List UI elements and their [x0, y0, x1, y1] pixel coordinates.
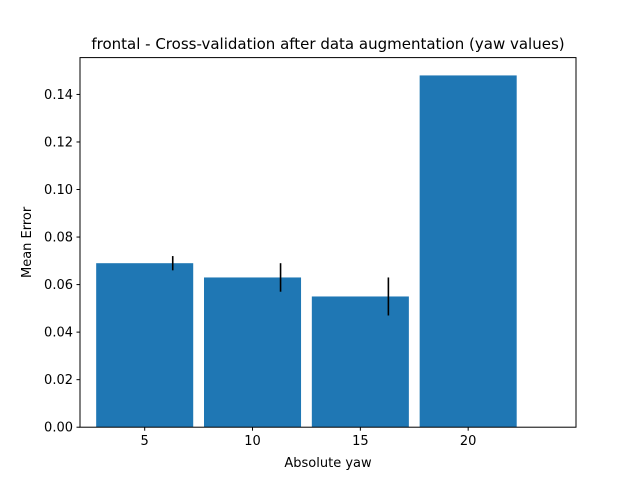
bar-3: [311, 296, 409, 428]
chart-title: frontal - Cross-validation after data au…: [91, 35, 564, 53]
y-tick-label: 0.14: [44, 88, 73, 103]
y-tick-label: 0.12: [44, 135, 73, 150]
y-tick-label: 0.00: [44, 421, 73, 436]
bar-1: [96, 263, 194, 428]
bar-4: [419, 75, 517, 428]
y-tick-label: 0.06: [44, 278, 73, 293]
y-tick-label: 0.08: [44, 231, 73, 246]
y-axis-ticks: 0.00 0.02 0.04 0.06 0.08 0.10 0.12 0.14: [44, 88, 80, 436]
x-tick-label: 10: [244, 434, 261, 449]
error-bars-group: [171, 256, 390, 316]
x-tick-label: 5: [141, 434, 149, 449]
y-axis-title: Mean Error: [20, 206, 35, 278]
x-axis-title: Absolute yaw: [284, 456, 372, 471]
x-axis-ticks: 5 10 15 20: [141, 427, 477, 449]
x-tick-label: 20: [460, 434, 477, 449]
bars-group: [96, 75, 517, 428]
x-tick-label: 15: [352, 434, 369, 449]
y-tick-label: 0.04: [44, 326, 73, 341]
y-tick-label: 0.02: [44, 373, 73, 388]
plot-area-frame: [79, 57, 577, 428]
y-tick-label: 0.10: [44, 183, 73, 198]
bar-2: [204, 277, 302, 428]
